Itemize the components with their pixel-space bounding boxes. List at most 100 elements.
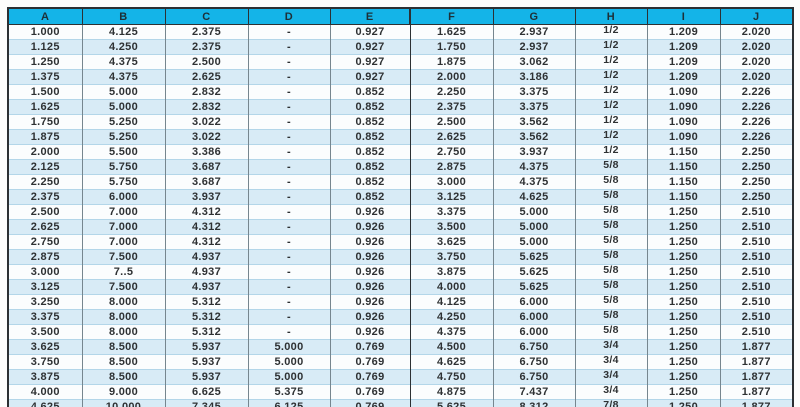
table-cell: 5.937 [164, 369, 248, 385]
table-cell: 2.510 [719, 309, 793, 325]
table-cell: 5.750 [81, 174, 165, 190]
table-cell: 3.022 [164, 114, 248, 130]
table-cell: 2.125 [8, 159, 82, 175]
table-row: 3.375 8.000 5.312-0.926 4.250 6.000 5/8 1.250 2… [8, 309, 793, 325]
column-header: E [329, 8, 410, 25]
table-cell: 3.500 [409, 219, 493, 235]
table-cell: 0.852 [329, 114, 410, 130]
table-cell: 1.250 [646, 294, 720, 310]
table-cell: 5/8 [574, 219, 647, 235]
table-cell: - [247, 174, 330, 190]
table-cell: 5/8 [574, 234, 647, 250]
table-cell: 2.500 [164, 54, 248, 70]
table-cell: 3.625 [409, 234, 493, 250]
table-cell: 3.375 [492, 84, 575, 100]
table-cell: - [247, 24, 330, 40]
table-cell: 3/4 [574, 384, 647, 400]
table-cell: 1.150 [646, 174, 720, 190]
table-cell: 5.000 [81, 84, 165, 100]
table-cell: 1.875 [8, 129, 82, 145]
table-cell: 6.000 [492, 294, 575, 310]
table-cell: 2.226 [719, 84, 793, 100]
table-cell: - [247, 279, 330, 295]
table-cell: 1.209 [646, 39, 720, 55]
table-row: 1.000 4.125 2.375-0.927 1.625 2.937 1/2 1.209 2… [8, 24, 793, 40]
table-cell: - [247, 324, 330, 340]
table-cell: 2.000 [409, 69, 493, 85]
table-cell: 5/8 [574, 264, 647, 280]
table-cell: 2.375 [8, 189, 82, 205]
table-cell: 2.510 [719, 264, 793, 280]
table-cell: 6.625 [164, 384, 248, 400]
table-cell: 4.937 [164, 264, 248, 280]
table-cell: 9.000 [81, 384, 165, 400]
table-cell: 5.000 [492, 234, 575, 250]
table-cell: 3.687 [164, 159, 248, 175]
table-row: 1.750 5.250 3.022-0.852 2.500 3.562 1/2 1.090 2… [8, 114, 793, 130]
table-cell: 4.375 [81, 69, 165, 85]
table-cell: 2.020 [719, 69, 793, 85]
table-row: 3.875 8.500 5.937 5.000 0.769 4.750 6.750 3/4 1.… [8, 369, 793, 385]
table-cell: 2.250 [719, 159, 793, 175]
table-cell: 2.250 [719, 189, 793, 205]
table-cell: 8.500 [81, 339, 165, 355]
table-cell: 1.375 [8, 69, 82, 85]
table-cell: 7.345 [164, 399, 248, 407]
table-cell: 2.510 [719, 324, 793, 340]
table-cell: 3.062 [492, 54, 575, 70]
table-cell: 5.625 [492, 264, 575, 280]
table-cell: 2.625 [409, 129, 493, 145]
table-cell: 1.877 [719, 384, 793, 400]
table-cell: 0.852 [329, 174, 410, 190]
table-cell: - [247, 264, 330, 280]
table-cell: 3.937 [492, 144, 575, 160]
table-cell: 2.250 [719, 174, 793, 190]
table-cell: 1.209 [646, 54, 720, 70]
table-cell: 0.926 [329, 279, 410, 295]
table-cell: 0.769 [329, 399, 410, 407]
table-cell: 2.226 [719, 99, 793, 115]
table-cell: - [247, 249, 330, 265]
table-cell: 8.000 [81, 309, 165, 325]
table-cell: 5.000 [247, 339, 330, 355]
table-row: 3.250 8.000 5.312-0.926 4.125 6.000 5/8 1.250 2… [8, 294, 793, 310]
table-cell: 2.510 [719, 204, 793, 220]
table-cell: 5.312 [164, 294, 248, 310]
table-row: 1.250 4.375 2.500-0.927 1.875 3.062 1/2 1.209 2… [8, 54, 793, 70]
table-cell: 4.375 [409, 324, 493, 340]
column-header: D [247, 8, 330, 25]
table-cell: 2.020 [719, 54, 793, 70]
table-cell: - [247, 39, 330, 55]
table-cell: 2.832 [164, 99, 248, 115]
table-cell: 5.000 [247, 369, 330, 385]
table-cell: 4.312 [164, 234, 248, 250]
table-cell: 7..5 [81, 264, 165, 280]
table-cell: 5/8 [574, 249, 647, 265]
table-row: 1.375 4.375 2.625-0.927 2.000 3.186 1/2 1.209 2… [8, 69, 793, 85]
table-cell: 2.000 [8, 144, 82, 160]
table-cell: 4.250 [81, 39, 165, 55]
table-row: 4.000 9.000 6.625 5.375 0.769 4.875 7.437 3/4 1.… [8, 384, 793, 400]
table-cell: 5/8 [574, 279, 647, 295]
table-cell: 1.500 [8, 84, 82, 100]
table-cell: 3.375 [409, 204, 493, 220]
table-cell: 7.000 [81, 204, 165, 220]
table-row: 2.000 5.500 3.386-0.852 2.750 3.937 1/2 1.150 2… [8, 144, 793, 160]
table-cell: 0.769 [329, 384, 410, 400]
table-cell: 5.000 [492, 204, 575, 220]
table-cell: 3.875 [409, 264, 493, 280]
table-cell: 2.510 [719, 249, 793, 265]
table-cell: 2.510 [719, 294, 793, 310]
table-cell: 1.875 [409, 54, 493, 70]
table-cell: 2.832 [164, 84, 248, 100]
table-cell: 5.250 [81, 129, 165, 145]
table-body: 1.000 4.125 2.375-0.927 1.625 2.937 1/2 1.209 2… [8, 24, 793, 407]
table-cell: 1.250 [646, 204, 720, 220]
table-cell: 0.927 [329, 54, 410, 70]
table-cell: 1.750 [8, 114, 82, 130]
table-cell: 1.209 [646, 24, 720, 40]
table-cell: 3.125 [409, 189, 493, 205]
table-cell: 1.090 [646, 129, 720, 145]
table-cell: 0.852 [329, 144, 410, 160]
